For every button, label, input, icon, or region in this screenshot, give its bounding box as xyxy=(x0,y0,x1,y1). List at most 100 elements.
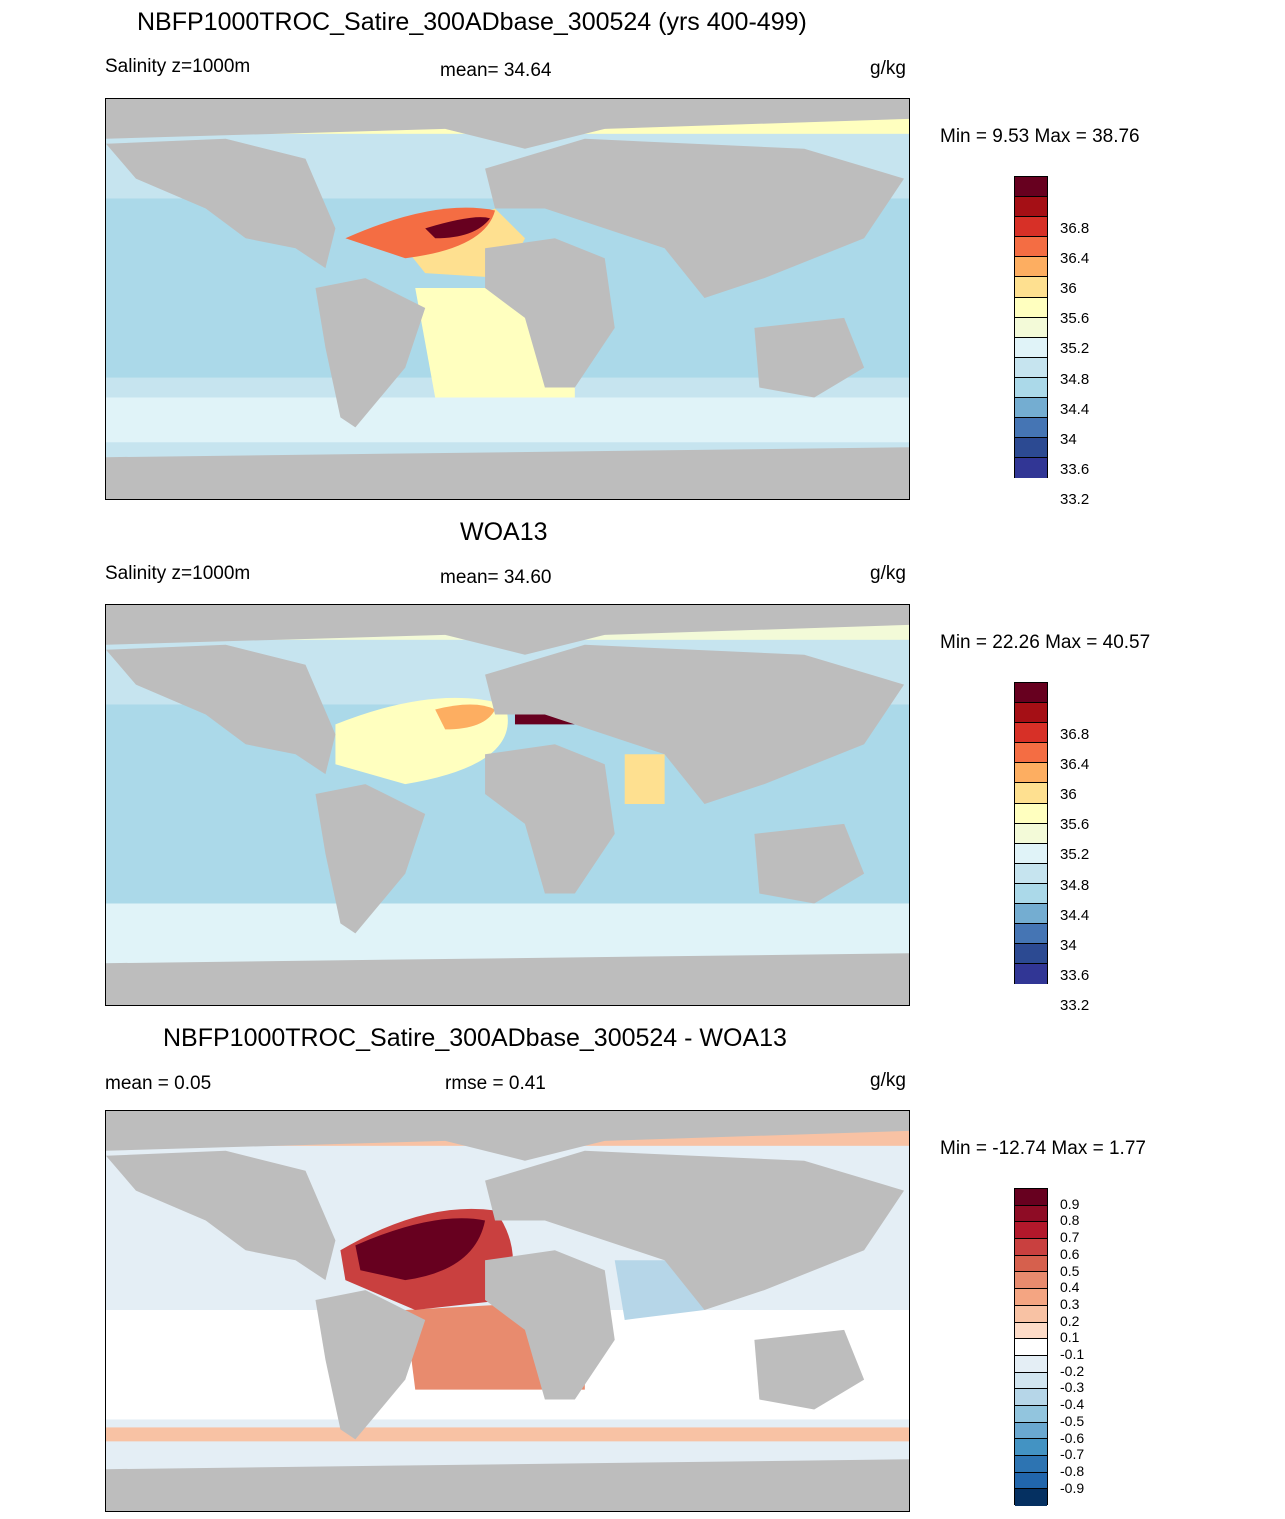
north-america xyxy=(106,644,336,775)
colorbar-label: 0.6 xyxy=(1060,1245,1080,1262)
colorbar-label: 0.2 xyxy=(1060,1312,1080,1329)
colorbar-swatch xyxy=(1015,1339,1047,1356)
colorbar-swatch xyxy=(1015,297,1047,318)
colorbar-swatch xyxy=(1015,317,1047,338)
south-america xyxy=(315,278,426,428)
colorbar-label: -0.2 xyxy=(1060,1362,1085,1379)
colorbar-label: -0.9 xyxy=(1060,1479,1085,1496)
colorbar-swatch xyxy=(1015,197,1047,218)
colorbar-label: -0.1 xyxy=(1060,1346,1085,1362)
panel2-colorbar xyxy=(1014,682,1048,985)
colorbar-label: 33.2 xyxy=(1060,996,1090,1014)
arctic-land xyxy=(106,605,909,655)
colorbar-swatch xyxy=(1015,1439,1047,1456)
africa xyxy=(485,744,615,894)
colorbar-swatch xyxy=(1015,743,1047,764)
colorbar-swatch xyxy=(1015,1222,1047,1240)
panel2-map-svg xyxy=(106,605,909,1005)
colorbar-label: 36 xyxy=(1060,280,1077,298)
colorbar-swatch xyxy=(1015,1239,1047,1256)
colorbar-swatch xyxy=(1015,904,1047,925)
colorbar-label: -0.7 xyxy=(1060,1446,1085,1463)
colorbar-swatch xyxy=(1015,217,1047,238)
colorbar-swatch xyxy=(1015,1456,1047,1473)
north-america xyxy=(106,138,336,269)
panel1-map-svg xyxy=(106,99,909,499)
colorbar-swatch xyxy=(1015,924,1047,945)
antarctica xyxy=(106,953,909,1005)
north-atlantic-core xyxy=(355,1218,486,1281)
colorbar-label: 35.6 xyxy=(1060,310,1090,328)
colorbar-swatch xyxy=(1015,1422,1047,1440)
colorbar-swatch xyxy=(1015,337,1047,358)
panel1-minmax: Min = 9.53 Max = 38.76 xyxy=(940,126,1140,147)
southern-band xyxy=(106,903,909,964)
colorbar-label: 0.7 xyxy=(1060,1229,1080,1246)
colorbar-label: 0.9 xyxy=(1060,1195,1080,1212)
south-america xyxy=(315,1290,426,1440)
africa xyxy=(485,1250,615,1400)
colorbar-swatch xyxy=(1015,1472,1047,1490)
colorbar-label: -0.6 xyxy=(1060,1429,1085,1446)
colorbar-label: 35.2 xyxy=(1060,340,1090,358)
colorbar-label: 34 xyxy=(1060,430,1077,448)
colorbar-swatch xyxy=(1015,1372,1047,1390)
colorbar-swatch xyxy=(1015,1355,1047,1373)
gibraltar-outflow xyxy=(425,217,491,239)
colorbar-swatch xyxy=(1015,863,1047,884)
colorbar-label: 33.6 xyxy=(1060,460,1090,478)
panel1-variable-label: Salinity z=1000m xyxy=(105,56,251,77)
panel1-title: NBFP1000TROC_Satire_300ADbase_300524 (yr… xyxy=(137,8,807,36)
colorbar-label: 0.5 xyxy=(1060,1262,1080,1279)
arctic-land xyxy=(106,1111,909,1161)
colorbar-swatch xyxy=(1015,1322,1047,1340)
panel3-colorbar xyxy=(1014,1188,1048,1507)
colorbar-swatch xyxy=(1015,1272,1047,1290)
colorbar-swatch xyxy=(1015,803,1047,824)
colorbar-swatch xyxy=(1015,823,1047,844)
colorbar-swatch xyxy=(1015,1389,1047,1406)
colorbar-label: -0.8 xyxy=(1060,1462,1085,1479)
panel2-title: WOA13 xyxy=(460,518,548,546)
panel3-map-svg xyxy=(106,1111,909,1511)
colorbar-swatch xyxy=(1015,1205,1047,1223)
panel2-map xyxy=(105,604,910,1006)
southern-ocean-band xyxy=(106,1427,909,1442)
colorbar-label: 36.8 xyxy=(1060,220,1090,237)
colorbar-label: 36.4 xyxy=(1060,250,1090,268)
panel3-mean: mean = 0.05 xyxy=(105,1073,212,1094)
north-america xyxy=(106,1150,336,1281)
south-america xyxy=(315,784,426,934)
panel1-mean: mean= 34.64 xyxy=(440,60,552,81)
arabian-sea xyxy=(624,754,665,805)
colorbar-swatch xyxy=(1015,723,1047,744)
colorbar-label: 34.4 xyxy=(1060,400,1090,418)
australia xyxy=(754,1329,865,1410)
colorbar-swatch xyxy=(1015,398,1047,419)
eurasia xyxy=(485,1150,905,1311)
colorbar-label: 34.8 xyxy=(1060,876,1090,894)
colorbar-label: -0.3 xyxy=(1060,1379,1085,1396)
colorbar-label: 33.2 xyxy=(1060,490,1090,508)
colorbar-label: 34 xyxy=(1060,936,1077,954)
panel2-minmax: Min = 22.26 Max = 40.57 xyxy=(940,632,1151,653)
antarctica xyxy=(106,1459,909,1511)
panel2-variable-label: Salinity z=1000m xyxy=(105,563,251,584)
colorbar-label: 34.8 xyxy=(1060,370,1090,388)
panel1-colorbar xyxy=(1014,176,1048,479)
antarctica xyxy=(106,447,909,499)
colorbar-label: 0.4 xyxy=(1060,1279,1080,1296)
arctic-land xyxy=(106,99,909,149)
colorbar-swatch xyxy=(1015,458,1047,479)
colorbar-swatch xyxy=(1015,1255,1047,1273)
colorbar-swatch xyxy=(1015,883,1047,905)
colorbar-label: 36 xyxy=(1060,786,1077,804)
colorbar-swatch xyxy=(1015,438,1047,459)
colorbar-swatch xyxy=(1015,418,1047,439)
southern-band xyxy=(106,397,909,443)
panel3-map xyxy=(105,1110,910,1512)
panel2-mean: mean= 34.60 xyxy=(440,567,552,588)
colorbar-swatch xyxy=(1015,783,1047,804)
colorbar-swatch xyxy=(1015,1405,1047,1423)
colorbar-swatch xyxy=(1015,277,1047,298)
